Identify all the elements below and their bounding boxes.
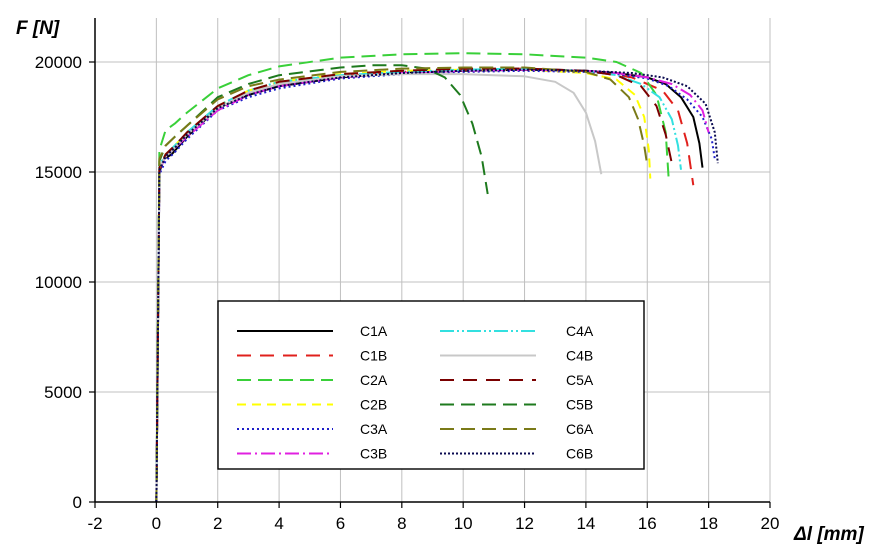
legend-label-c2b: C2B bbox=[360, 397, 387, 413]
series-layer bbox=[155, 52, 719, 503]
legend-label-c4a: C4A bbox=[566, 323, 594, 339]
legend-label-c3b: C3B bbox=[360, 446, 387, 462]
legend-label-c6b: C6B bbox=[566, 446, 593, 462]
x-tick-label: 10 bbox=[454, 514, 473, 533]
x-tick-label: 4 bbox=[274, 514, 283, 533]
series-line-c4a bbox=[155, 67, 682, 503]
series-line-c3b bbox=[155, 68, 710, 503]
legend-label-c6a: C6A bbox=[566, 421, 594, 437]
y-tick-label: 20000 bbox=[35, 53, 82, 72]
y-tick-label: 15000 bbox=[35, 163, 82, 182]
x-tick-label: 6 bbox=[336, 514, 345, 533]
x-tick-label: 18 bbox=[699, 514, 718, 533]
x-axis-title: Δl [mm] bbox=[793, 524, 864, 545]
series-line-c6a bbox=[155, 66, 649, 503]
y-tick-label: 10000 bbox=[35, 273, 82, 292]
legend-label-c3a: C3A bbox=[360, 421, 388, 437]
legend-label-c1b: C1B bbox=[360, 348, 387, 364]
legend-box bbox=[217, 300, 645, 470]
legend-label-c5a: C5A bbox=[566, 372, 594, 388]
x-tick-label: 16 bbox=[638, 514, 657, 533]
x-tick-label: 14 bbox=[576, 514, 595, 533]
x-tick-label: 20 bbox=[761, 514, 780, 533]
series-line-c5a bbox=[155, 67, 673, 503]
legend-label-c2a: C2A bbox=[360, 372, 388, 388]
legend-label-c1a: C1A bbox=[360, 323, 388, 339]
tick-labels: -2 0 2 4 6 8 10 12 14 16 18 20 0 5000 10000 15000 20000 bbox=[35, 53, 780, 533]
grid bbox=[95, 18, 771, 502]
legend: C1A C1B C2A C2B C3A C3B C4A C4B C5A C5B C6A C6B bbox=[217, 300, 645, 470]
legend-label-c5b: C5B bbox=[566, 397, 593, 413]
legend-label-c4b: C4B bbox=[566, 348, 593, 364]
y-axis-title: F [N] bbox=[16, 18, 60, 39]
axes bbox=[94, 18, 770, 503]
x-tick-label: 0 bbox=[152, 514, 161, 533]
y-tick-label: 5000 bbox=[44, 383, 82, 402]
x-tick-label: 12 bbox=[515, 514, 534, 533]
x-tick-label: -2 bbox=[87, 514, 102, 533]
series-line-c3a bbox=[155, 69, 716, 503]
x-tick-label: 8 bbox=[397, 514, 406, 533]
x-tick-label: 2 bbox=[213, 514, 222, 533]
y-tick-label: 0 bbox=[73, 493, 82, 512]
